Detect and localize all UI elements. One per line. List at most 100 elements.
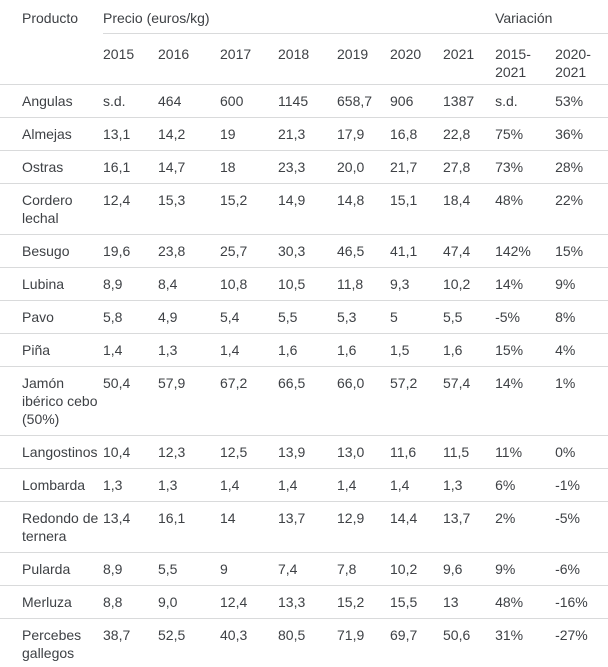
price-value: 66,5 [278, 366, 337, 436]
table-row: Angulas s.d. 464 600 1145 658,7 906 1387 s.d. 53… [0, 84, 608, 118]
product-name: Lombarda [0, 468, 103, 502]
price-value: 30,3 [278, 234, 337, 268]
price-value: 22,8 [443, 117, 496, 151]
variation-value: 1% [555, 366, 608, 436]
price-value: 11,6 [390, 435, 443, 469]
price-value: 15,1 [390, 183, 443, 235]
price-value: 46,5 [337, 234, 390, 268]
price-value: 14,4 [390, 501, 443, 553]
price-value: 10,2 [443, 267, 496, 301]
column-header-2015: 2015 [103, 33, 158, 85]
table-body: Angulas s.d. 464 600 1145 658,7 906 1387 s.d. 53… [0, 84, 608, 667]
price-value: 1,6 [278, 333, 337, 367]
price-value: 10,5 [278, 267, 337, 301]
price-value: 14,9 [278, 183, 337, 235]
price-value: 1145 [278, 84, 337, 118]
price-value: 71,9 [337, 618, 390, 667]
table-row: Ostras 16,1 14,7 18 23,3 20,0 21,7 27,8 73% 28% [0, 150, 608, 184]
variation-value: 14% [495, 267, 556, 301]
price-value: 9,0 [158, 585, 220, 619]
price-value: 1,3 [103, 468, 158, 502]
variation-value: 48% [495, 585, 556, 619]
price-value: 17,9 [337, 117, 390, 151]
table-row: Piña 1,4 1,3 1,4 1,6 1,6 1,5 1,6 15% 4% [0, 333, 608, 367]
price-value: 19,6 [103, 234, 158, 268]
column-group-price: Precio (euros/kg) [103, 0, 496, 34]
price-value: 16,1 [103, 150, 158, 184]
header-years-row: 2015 2016 2017 2018 2019 2020 2021 2015-… [0, 33, 608, 85]
price-value: 11,5 [443, 435, 496, 469]
product-name: Pavo [0, 300, 103, 334]
price-value: 1,4 [220, 333, 278, 367]
column-header-2016: 2016 [158, 33, 220, 85]
variation-value: 53% [555, 84, 608, 118]
price-value: 25,7 [220, 234, 278, 268]
product-name: Cordero lechal [0, 183, 103, 235]
price-value: 66,0 [337, 366, 390, 436]
price-value: 12,3 [158, 435, 220, 469]
variation-value: 73% [495, 150, 556, 184]
price-value: 13 [443, 585, 496, 619]
price-value: 16,1 [158, 501, 220, 553]
price-value: 5,3 [337, 300, 390, 334]
price-value: 1,4 [390, 468, 443, 502]
variation-value: 48% [495, 183, 556, 235]
price-value: 13,4 [103, 501, 158, 553]
variation-value: 8% [555, 300, 608, 334]
product-name: Lubina [0, 267, 103, 301]
price-value: 23,3 [278, 150, 337, 184]
table-row: Pavo 5,8 4,9 5,4 5,5 5,3 5 5,5 -5% 8% [0, 300, 608, 334]
price-value: 27,8 [443, 150, 496, 184]
variation-value: -5% [495, 300, 556, 334]
variation-value: 9% [495, 552, 556, 586]
product-name: Angulas [0, 84, 103, 118]
column-header-variation-2015-2021: 2015-2021 [495, 33, 556, 85]
price-value: 9,6 [443, 552, 496, 586]
price-value: 69,7 [390, 618, 443, 667]
price-value: 57,2 [390, 366, 443, 436]
price-value: 13,7 [278, 501, 337, 553]
price-value: 7,4 [278, 552, 337, 586]
table-row: Redondo de ternera 13,4 16,1 14 13,7 12,9 14,… [0, 501, 608, 553]
table-row: Cordero lechal 12,4 15,3 15,2 14,9 14,8 15,1 1… [0, 183, 608, 235]
product-name: Pularda [0, 552, 103, 586]
price-value: 906 [390, 84, 443, 118]
variation-value: 2% [495, 501, 556, 553]
variation-value: -1% [555, 468, 608, 502]
variation-value: 75% [495, 117, 556, 151]
table-row: Besugo 19,6 23,8 25,7 30,3 46,5 41,1 47,4 142% 1… [0, 234, 608, 268]
table-row: Pularda 8,9 5,5 9 7,4 7,8 10,2 9,6 9% -6% [0, 552, 608, 586]
column-header-2020: 2020 [390, 33, 443, 85]
price-value: 15,2 [337, 585, 390, 619]
variation-value: 142% [495, 234, 556, 268]
price-value: 8,8 [103, 585, 158, 619]
price-value: 1,4 [103, 333, 158, 367]
price-value: 10,8 [220, 267, 278, 301]
price-value: 1,6 [337, 333, 390, 367]
price-value: 13,7 [443, 501, 496, 553]
price-value: 14,7 [158, 150, 220, 184]
variation-value: 22% [555, 183, 608, 235]
price-value: s.d. [103, 84, 158, 118]
variation-value: 9% [555, 267, 608, 301]
variation-value: 6% [495, 468, 556, 502]
price-value: 8,4 [158, 267, 220, 301]
price-value: 50,6 [443, 618, 496, 667]
price-value: 12,9 [337, 501, 390, 553]
price-value: 21,7 [390, 150, 443, 184]
price-value: 5,5 [278, 300, 337, 334]
price-value: 600 [220, 84, 278, 118]
price-value: 1,4 [337, 468, 390, 502]
price-value: 40,3 [220, 618, 278, 667]
header-group-row: Producto Precio (euros/kg) Variación [0, 0, 608, 85]
price-value: 12,5 [220, 435, 278, 469]
column-header-2018: 2018 [278, 33, 337, 85]
column-header-2021: 2021 [443, 33, 496, 85]
variation-value: 11% [495, 435, 556, 469]
price-value: 1387 [443, 84, 496, 118]
product-name: Merluza [0, 585, 103, 619]
price-value: 1,3 [158, 333, 220, 367]
column-header-variation-2020-2021: 2020-2021 [555, 33, 608, 85]
price-value: 19 [220, 117, 278, 151]
